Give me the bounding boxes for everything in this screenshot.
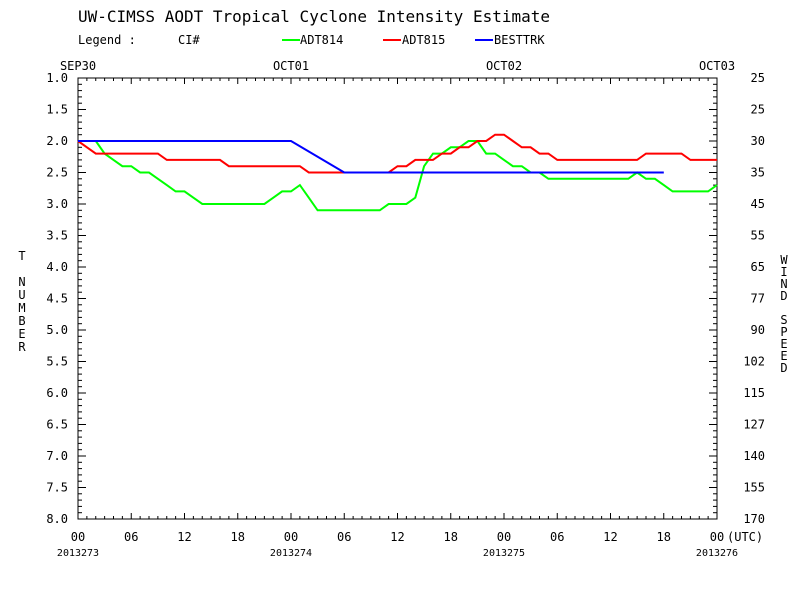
series-line-besttrk [78, 140, 664, 174]
legend-label: Legend : [78, 33, 136, 47]
axis-title-letter: P [780, 325, 787, 339]
x-tick-label: 00 [71, 530, 85, 544]
y-tick-label: 5.0 [46, 323, 68, 337]
x-tick-label: 06 [124, 530, 138, 544]
legend-entry-adt815: ADT815 [402, 33, 445, 47]
julian-date-label: 2013274 [270, 548, 312, 559]
y2-tick-label: 65 [751, 260, 765, 274]
y2-tick-label: 35 [751, 166, 765, 180]
y-tick-label: 3.5 [46, 229, 68, 243]
y2-tick-label: 55 [751, 229, 765, 243]
y-tick-label: 4.5 [46, 292, 68, 306]
legend-metric: CI# [178, 33, 200, 47]
y-tick-label: 1.5 [46, 103, 68, 117]
axis-title-letter: E [780, 349, 787, 363]
axis-title-letter: T [18, 249, 25, 263]
y2-tick-label: 45 [751, 197, 765, 211]
axis-title-letter: N [18, 275, 25, 289]
x-unit-label: (UTC) [727, 530, 763, 544]
top-date-label: OCT02 [486, 59, 522, 73]
x-tick-label: 12 [390, 530, 404, 544]
y2-tick-label: 90 [751, 323, 765, 337]
x-tick-label: 06 [550, 530, 564, 544]
y-tick-label: 7.5 [46, 481, 68, 495]
y2-tick-label: 115 [743, 386, 765, 400]
y-axis-ticks: 1.0 25 1.5 25 2.0 30 2.5 35 3.0 45 3.5 55 4.0 65 4.5 77… [46, 71, 765, 526]
axis-title-letter: W [780, 253, 788, 267]
axis-title-letter: S [780, 313, 787, 327]
axis-title-letter: D [780, 289, 787, 303]
plot-frame [77, 77, 718, 520]
y-tick-label: 7.0 [46, 449, 68, 463]
y-tick-label: 5.5 [46, 355, 68, 369]
julian-date-label: 2013273 [57, 548, 99, 559]
y2-tick-label: 25 [751, 71, 765, 85]
y-tick-label: 4.0 [46, 260, 68, 274]
y2-tick-label: 102 [743, 355, 765, 369]
y-tick-label: 6.0 [46, 386, 68, 400]
axis-title-letter: U [18, 288, 25, 302]
x-tick-label: 00 [497, 530, 511, 544]
x-tick-label: 12 [177, 530, 191, 544]
y2-tick-label: 140 [743, 449, 765, 463]
axis-title-letter: D [780, 361, 787, 375]
series-line-adt815 [77, 133, 717, 174]
axis-title-letter: N [780, 277, 787, 291]
y2-tick-label: 25 [751, 103, 765, 117]
series-layer [77, 133, 718, 212]
y2-tick-label: 155 [743, 481, 765, 495]
y-tick-label: 2.5 [46, 166, 68, 180]
axis-title-letter: R [18, 340, 26, 354]
x-tick-label: 18 [231, 530, 245, 544]
y-tick-label: 3.0 [46, 197, 68, 211]
top-date-label: OCT03 [699, 59, 735, 73]
y-tick-label: 2.0 [46, 134, 68, 148]
legend-entries: ADT814 ADT815 BESTTRK [282, 33, 545, 47]
x-tick-label: 00 [710, 530, 724, 544]
x-tick-label: 18 [657, 530, 671, 544]
axis-title-letter: I [780, 265, 787, 279]
y2-tick-label: 77 [751, 292, 765, 306]
top-date-label: OCT01 [273, 59, 309, 73]
series-line-adt814 [78, 140, 718, 212]
x-axis-ticks: 00 06 12 18 00 06 12 18 00 06 12 18 00 (UTC)2013273 20… [57, 78, 763, 559]
x-tick-label: 06 [337, 530, 351, 544]
axis-title-letter: M [18, 301, 25, 315]
legend-entry-adt814: ADT814 [300, 33, 343, 47]
y-tick-label: 8.0 [46, 512, 68, 526]
top-date-labels: SEP30 OCT01 OCT02 OCT03 [60, 59, 735, 73]
x-tick-label: 18 [444, 530, 458, 544]
axis-title-letter: E [18, 327, 25, 341]
y-tick-label: 1.0 [46, 71, 68, 85]
julian-date-label: 2013275 [483, 548, 525, 559]
y2-tick-label: 127 [743, 418, 765, 432]
axis-title-letter: E [780, 337, 787, 351]
y-tick-label: 6.5 [46, 418, 68, 432]
x-tick-label: 00 [284, 530, 298, 544]
top-date-label: SEP30 [60, 59, 96, 73]
chart-title: UW-CIMSS AODT Tropical Cyclone Intensity… [78, 7, 550, 26]
y2-tick-label: 170 [743, 512, 765, 526]
y2-tick-label: 30 [751, 134, 765, 148]
legend-entry-besttrk: BESTTRK [494, 33, 545, 47]
x-tick-label: 12 [603, 530, 617, 544]
axis-title-letter: B [18, 314, 25, 328]
julian-date-label: 2013276 [696, 548, 738, 559]
